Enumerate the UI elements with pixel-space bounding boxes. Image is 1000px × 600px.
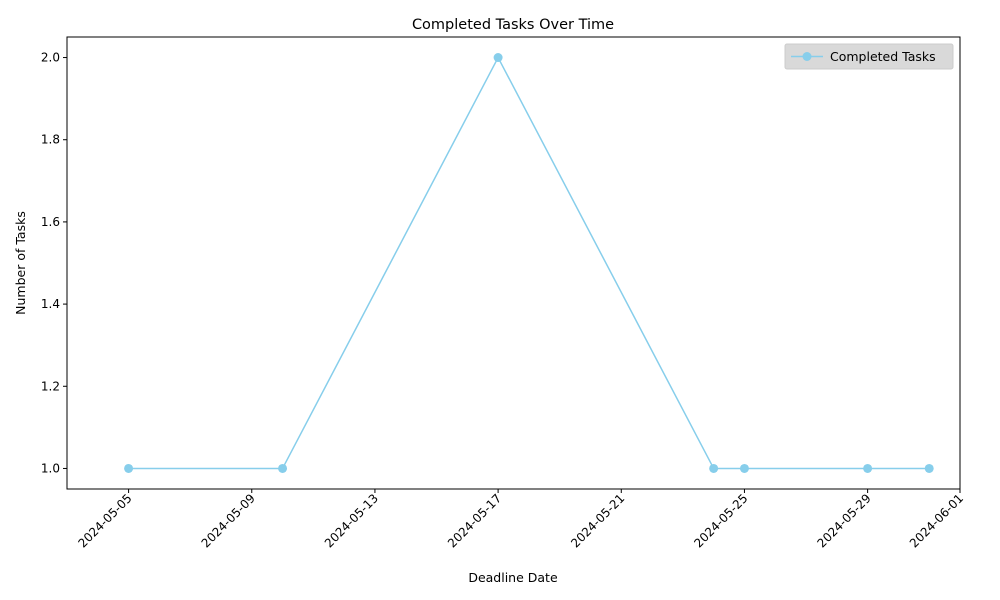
data-point xyxy=(739,463,749,473)
chart-title: Completed Tasks Over Time xyxy=(412,17,614,33)
y-tick-label: 1.2 xyxy=(41,379,60,393)
y-tick-label: 1.8 xyxy=(41,133,60,147)
y-tick-label: 1.0 xyxy=(41,461,60,475)
legend-marker-swatch xyxy=(802,52,812,61)
data-point xyxy=(863,463,873,473)
y-axis-label: Number of Tasks xyxy=(13,211,28,315)
y-tick-label: 2.0 xyxy=(41,51,60,65)
y-tick-label: 1.4 xyxy=(41,297,60,311)
x-axis-label: Deadline Date xyxy=(468,570,558,585)
data-point xyxy=(924,463,934,473)
plot-area xyxy=(124,53,934,473)
legend: Completed Tasks xyxy=(784,43,954,70)
data-point xyxy=(493,53,503,63)
data-point xyxy=(278,463,288,473)
data-point xyxy=(709,463,719,473)
data-point xyxy=(124,463,134,473)
y-tick-label: 1.6 xyxy=(41,215,60,229)
legend-box xyxy=(784,43,954,70)
y-axis-ticks: 1.0 1.2 1.4 1.6 1.8 2.0 xyxy=(41,51,67,475)
legend-label: Completed Tasks xyxy=(830,49,936,64)
axes-frame xyxy=(66,36,961,490)
